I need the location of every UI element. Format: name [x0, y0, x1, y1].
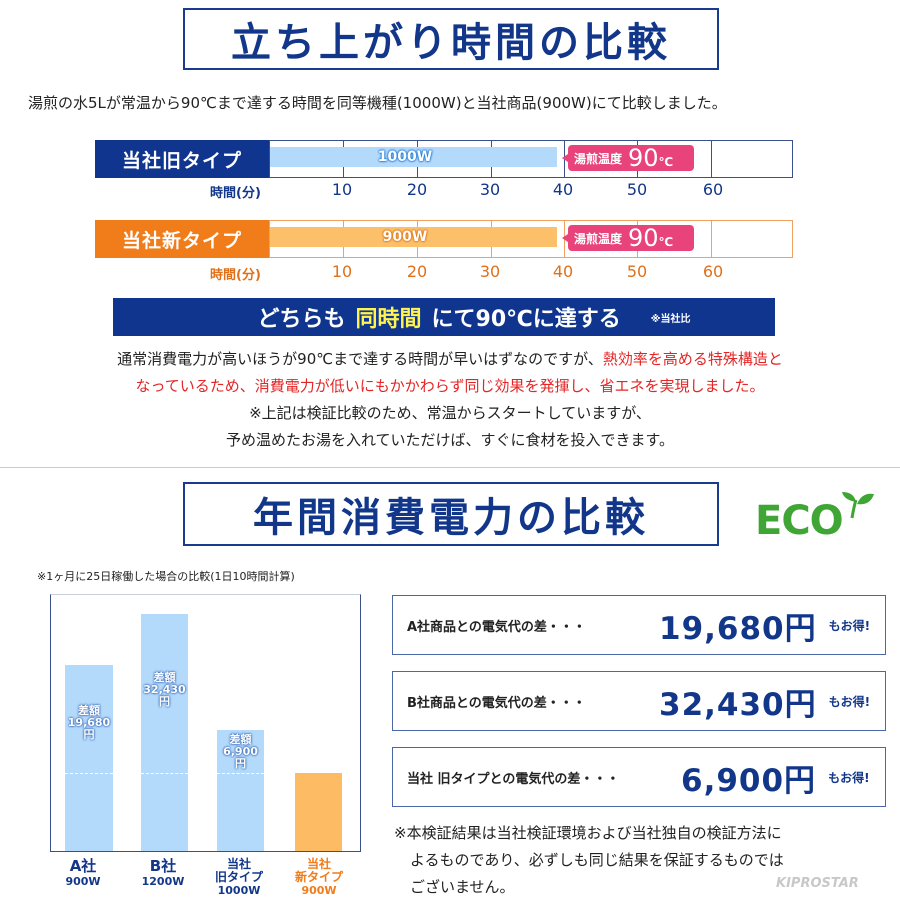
- bar-company-b: 差額 32,430 円: [141, 614, 188, 851]
- bar-old-type: 差額 6,900 円: [217, 730, 264, 851]
- cat-new-type: 当社 新タイプ 900W: [294, 857, 343, 898]
- new-type-bar: [270, 227, 557, 247]
- leaf-icon: [842, 492, 874, 519]
- new-type-label: 当社新タイプ: [95, 220, 269, 258]
- section2-note: ※1ヶ月に25日稼働した場合の比較(1日10時間計算): [37, 570, 295, 583]
- savings-old-type: 当社 旧タイプとの電気代の差・・・ 6,900円 もお得!: [392, 747, 886, 807]
- disclaimer: ※本検証結果は当社検証環境および当社独自の検証方法に よるものであり、必ずしも同…: [394, 824, 784, 896]
- section1-title-text: 立ち上がり時間の比較: [231, 20, 671, 66]
- same-time-banner: どちらも 同時間 にて90℃に達する ※当社比: [113, 298, 775, 336]
- new-type-bar-label: 900W: [382, 229, 428, 245]
- old-type-bar: [270, 147, 557, 167]
- section1-description: 通常消費電力が高いほうが90℃まで達する時間が早いはずなのですが、熱効率を高める…: [117, 350, 783, 449]
- cat-company-b: B社 1200W: [141, 857, 185, 889]
- new-type-temp-badge: 湯煎温度 90 ℃: [562, 224, 694, 252]
- eco-logo: ECO: [755, 490, 885, 550]
- new-type-row: 当社新タイプ 900W 湯煎温度 90 ℃: [95, 220, 793, 258]
- cat-old-type: 当社 旧タイプ 1000W: [214, 857, 263, 898]
- bar-company-a: 差額 19,680 円: [65, 665, 113, 851]
- old-type-bar-label: 1000W: [377, 149, 433, 165]
- cat-company-a: A社 900W: [65, 857, 101, 889]
- old-type-axis: 時間(分) 10 20 30 40 50 60: [210, 180, 724, 201]
- old-type-temp-badge: 湯煎温度 90 ℃: [562, 144, 694, 172]
- section2-title: 年間消費電力の比較: [183, 482, 719, 546]
- section1-title: 立ち上がり時間の比較: [183, 8, 719, 70]
- annual-power-chart: 差額 19,680 円 差額 32,430 円 差額 6,900 円: [50, 594, 361, 852]
- section1-subtitle: 湯煎の水5Lが常温から90℃まで達する時間を同等機種(1000W)と当社商品(9…: [28, 94, 727, 112]
- old-type-label: 当社旧タイプ: [95, 140, 269, 178]
- old-type-chart-area: 1000W 湯煎温度 90 ℃: [269, 140, 793, 178]
- savings-company-b: B社商品との電気代の差・・・ 32,430円 もお得!: [392, 671, 886, 731]
- section-divider: [0, 467, 900, 468]
- new-type-axis: 時間(分) 10 20 30 40 50 60: [210, 262, 724, 283]
- old-type-row: 当社旧タイプ 1000W 湯煎温度 90 ℃: [95, 140, 793, 178]
- savings-company-a: A社商品との電気代の差・・・ 19,680円 もお得!: [392, 595, 886, 655]
- brand-watermark: KIPROSTAR: [776, 876, 859, 891]
- bar-new-type: [295, 773, 342, 851]
- new-type-chart-area: 900W 湯煎温度 90 ℃: [269, 220, 793, 258]
